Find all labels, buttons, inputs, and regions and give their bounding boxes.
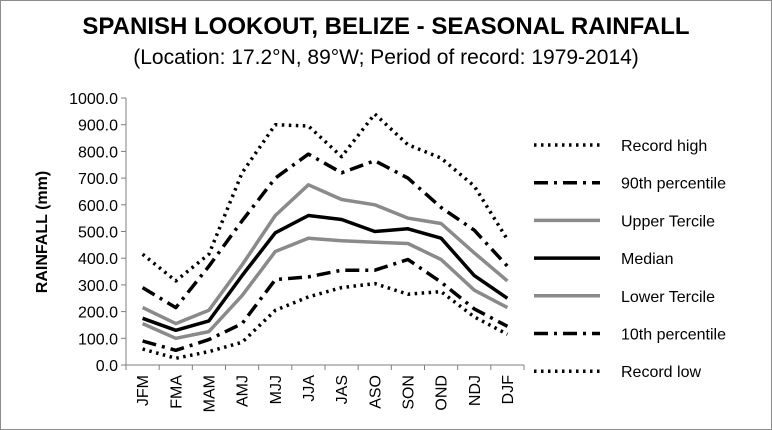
x-tick-label: OND — [434, 375, 451, 411]
legend-label-upper-tercile: Upper Tercile — [621, 213, 715, 230]
series-line-90th-percentile — [141, 152, 509, 310]
series-line-record-high — [141, 112, 509, 283]
y-tick-label: 400.0 — [78, 251, 118, 268]
legend-label-lower-tercile: Lower Tercile — [621, 289, 715, 306]
legend: Record high 90th percentile Upper Tercile M… — [534, 138, 726, 381]
axes — [121, 97, 525, 370]
series-lines — [141, 112, 509, 361]
y-tick-label: 0.0 — [96, 358, 118, 375]
series-line-median — [142, 213, 509, 333]
legend-label-10th-percentile: 10th percentile — [621, 327, 726, 344]
legend-label-median: Median — [621, 251, 673, 268]
y-tick-label: 500.0 — [78, 225, 118, 242]
x-tick-label: SON — [401, 375, 418, 410]
chart-subtitle: (Location: 17.2°N, 89°W; Period of recor… — [133, 46, 639, 69]
series-line-record-low — [142, 281, 509, 361]
series-line-10th-percentile — [142, 257, 509, 353]
y-tick-label: 900.0 — [78, 118, 118, 135]
x-tick-label: NDJ — [467, 375, 484, 406]
tick-labels: 0.0 100.0 200.0 300.0 400.0 500.0 600.0 700.0 80… — [69, 91, 517, 412]
series-line-upper-tercile — [141, 183, 509, 326]
y-axis-label: RAINFALL (mm) — [34, 171, 51, 293]
x-tick-label: FMA — [168, 375, 185, 409]
y-tick-label: 100.0 — [78, 331, 118, 348]
legend-label-record-low: Record low — [621, 364, 701, 381]
x-tick-label: MJJ — [268, 375, 285, 404]
y-tick-label: 700.0 — [78, 171, 118, 188]
y-tick-label: 300.0 — [78, 278, 118, 295]
x-tick-label: DJF — [500, 375, 517, 405]
legend-label-record-high: Record high — [621, 138, 707, 155]
y-tick-label: 600.0 — [78, 198, 118, 215]
x-tick-label: ASO — [367, 375, 384, 409]
x-tick-label: AMJ — [235, 375, 252, 407]
x-tick-label: JJA — [301, 375, 318, 402]
chart-title: SPANISH LOOKOUT, BELIZE - SEASONAL RAINF… — [82, 13, 689, 40]
y-tick-label: 800.0 — [78, 144, 118, 161]
legend-label-90th-percentile: 90th percentile — [621, 176, 726, 193]
x-tick-label: MAM — [202, 375, 219, 412]
y-tick-label: 200.0 — [78, 305, 118, 322]
x-tick-label: JFM — [135, 375, 152, 406]
y-tick-label: 1000.0 — [69, 91, 118, 108]
series-line-lower-tercile — [141, 236, 509, 341]
x-tick-label: JAS — [334, 375, 351, 404]
